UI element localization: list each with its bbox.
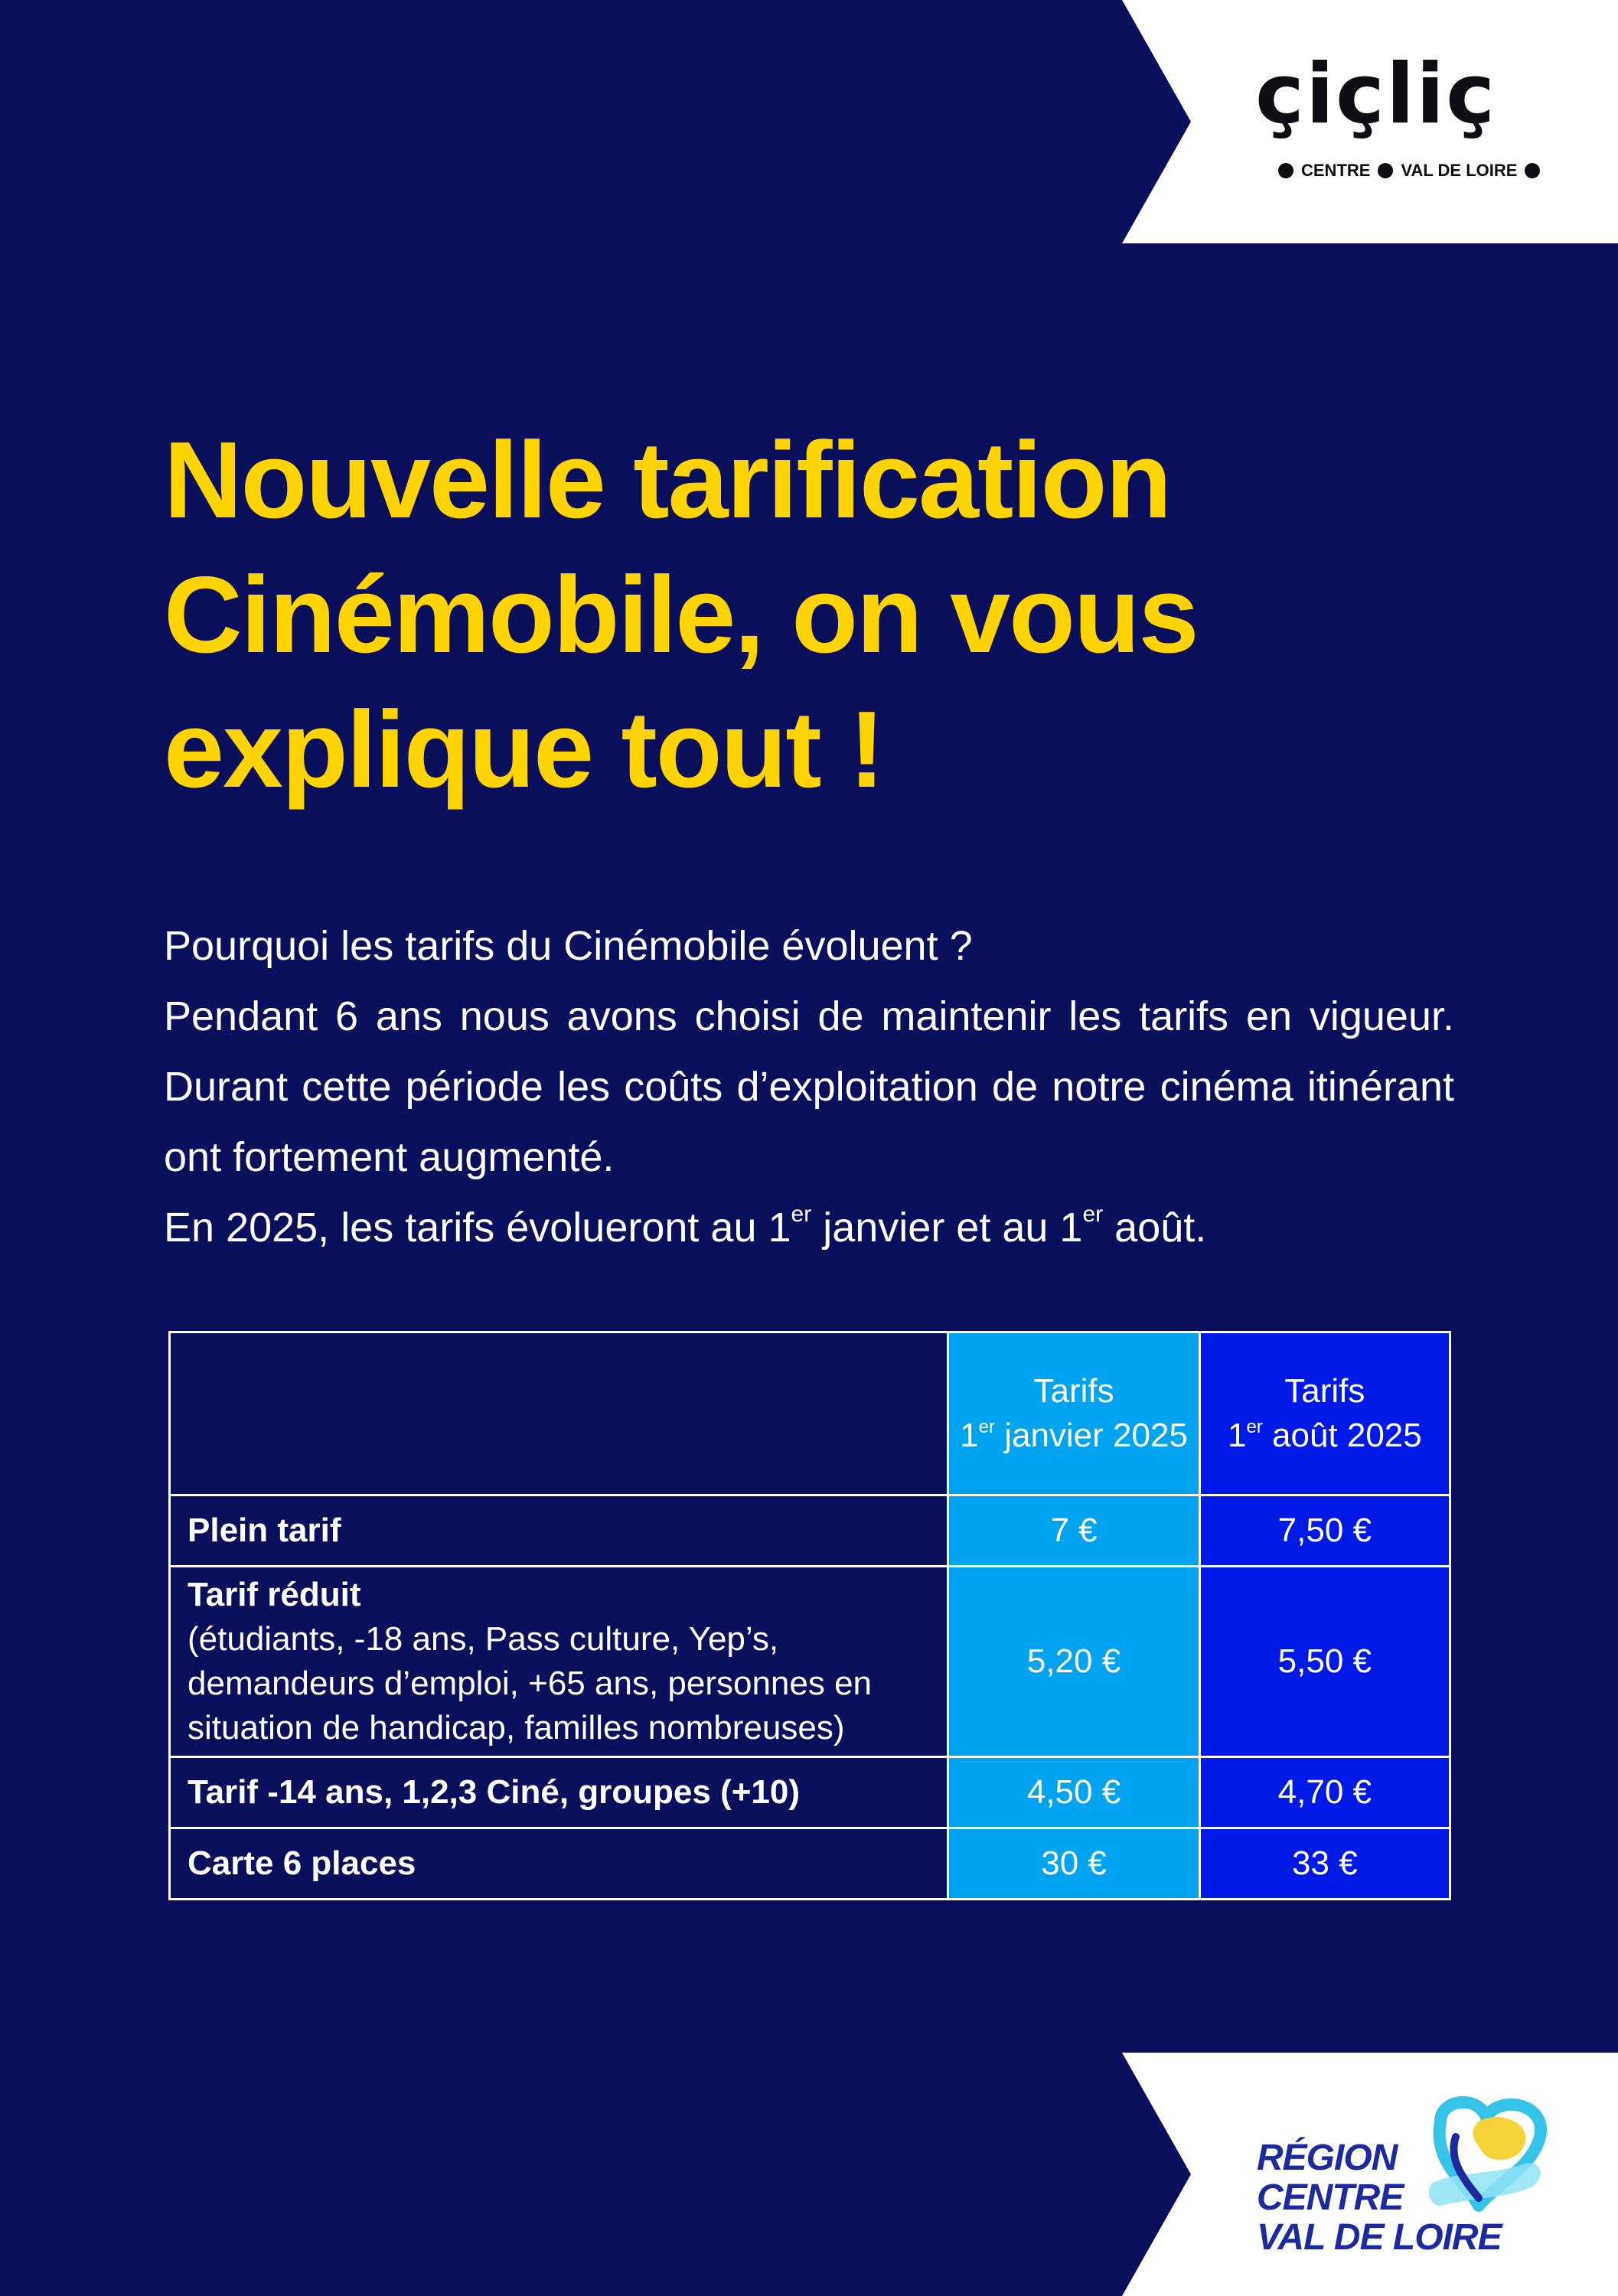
ciclic-logo-tab: çiçliç CENTRE VAL DE LOIRE	[1122, 0, 1618, 243]
intro-paragraph: Pendant 6 ans nous avons choisi de maint…	[164, 993, 1454, 1180]
intro-text: Pourquoi les tarifs du Cinémobile évolue…	[164, 911, 1454, 1263]
row-label: Tarif -14 ans, 1,2,3 Ciné, groupes (+10)	[168, 1756, 950, 1829]
row-label-text: Tarif -14 ans, 1,2,3 Ciné, groupes (+10)	[188, 1773, 801, 1811]
row-label-text: Plein tarif	[188, 1512, 341, 1549]
row-label-detail: demandeurs d’emploi, +65 ans, personnes …	[188, 1665, 873, 1702]
row-label: Plein tarif	[168, 1494, 950, 1567]
row-label: Carte 6 places	[168, 1827, 950, 1900]
header-january-day: 1	[960, 1417, 979, 1454]
region-line-1: RÉGION	[1257, 2138, 1398, 2178]
logo-dot-icon	[1525, 163, 1541, 178]
table-header-row: Tarifs 1er janvier 2025 Tarifs 1er août …	[168, 1331, 1452, 1496]
ordinal-sup: er	[978, 1417, 995, 1437]
ordinal-sup: er	[1246, 1417, 1263, 1437]
price-january: 7 €	[947, 1494, 1201, 1567]
row-label-text: Carte 6 places	[188, 1844, 416, 1882]
header-january: Tarifs 1er janvier 2025	[947, 1331, 1201, 1496]
intro-dates-part: En 2025, les tarifs évolueront au 1	[164, 1205, 791, 1251]
header-august-line1: Tarifs	[1284, 1372, 1365, 1410]
page-title: Nouvelle tarification Cinémobile, on vou…	[164, 413, 1312, 817]
header-january-date: janvier 2025	[994, 1417, 1188, 1454]
ciclic-logo-subtitle: CENTRE VAL DE LOIRE	[1271, 161, 1548, 181]
logo-sub-right: VAL DE LOIRE	[1401, 161, 1518, 180]
intro-question: Pourquoi les tarifs du Cinémobile évolue…	[164, 923, 973, 969]
logo-sub-left: CENTRE	[1301, 161, 1371, 180]
table-row: Carte 6 places 30 € 33 €	[168, 1827, 1452, 1900]
ordinal-sup: er	[1082, 1202, 1104, 1227]
title-line-3: explique tout !	[164, 689, 885, 810]
intro-dates-part: août.	[1103, 1205, 1207, 1251]
intro-dates: En 2025, les tarifs évolueront au 1er ja…	[164, 1192, 1454, 1263]
row-label: Tarif réduit (étudiants, -18 ans, Pass c…	[168, 1565, 950, 1758]
header-august-line2: 1er août 2025	[1201, 1414, 1449, 1458]
price-table: Tarifs 1er janvier 2025 Tarifs 1er août …	[168, 1331, 1452, 1900]
region-logo-tab: RÉGION CENTRE VAL DE LOIRE	[1122, 2053, 1618, 2296]
title-line-2: Cinémobile, on vous	[164, 554, 1199, 676]
row-label-text: Tarif réduit	[188, 1576, 361, 1613]
region-line-3: VAL DE LOIRE	[1257, 2217, 1502, 2258]
region-line-2: CENTRE	[1257, 2177, 1404, 2218]
table-row: Plein tarif 7 € 7,50 €	[168, 1494, 1452, 1567]
logo-dot-icon	[1378, 163, 1394, 178]
title-line-1: Nouvelle tarification	[164, 419, 1172, 541]
price-august: 4,70 €	[1198, 1756, 1452, 1829]
price-august: 7,50 €	[1198, 1494, 1452, 1567]
logo-dot-icon	[1278, 163, 1293, 178]
table-row: Tarif réduit (étudiants, -18 ans, Pass c…	[168, 1565, 1452, 1758]
logo-tab-shape	[1122, 0, 1618, 243]
header-january-line2: 1er janvier 2025	[949, 1414, 1198, 1458]
row-label-detail: (étudiants, -18 ans, Pass culture, Yep’s…	[188, 1620, 779, 1658]
region-heart-icon	[1428, 2095, 1547, 2212]
price-january: 4,50 €	[947, 1756, 1201, 1829]
row-label-detail: situation de handicap, familles nombreus…	[188, 1709, 845, 1746]
header-august: Tarifs 1er août 2025	[1198, 1331, 1452, 1496]
table-header-empty	[168, 1331, 950, 1496]
price-august: 5,50 €	[1198, 1565, 1452, 1758]
price-january: 30 €	[947, 1827, 1201, 1900]
header-august-date: août 2025	[1262, 1417, 1422, 1454]
intro-dates-part: janvier et au 1	[811, 1205, 1083, 1251]
ordinal-sup: er	[791, 1202, 812, 1227]
price-august: 33 €	[1198, 1827, 1452, 1900]
header-august-day: 1	[1227, 1417, 1247, 1454]
price-january: 5,20 €	[947, 1565, 1201, 1758]
table-row: Tarif -14 ans, 1,2,3 Ciné, groupes (+10)…	[168, 1756, 1452, 1829]
region-logo-text: RÉGION CENTRE VAL DE LOIRE	[1257, 2138, 1502, 2258]
header-january-line1: Tarifs	[1033, 1372, 1114, 1410]
ciclic-logo: çiçliç	[1255, 47, 1497, 142]
